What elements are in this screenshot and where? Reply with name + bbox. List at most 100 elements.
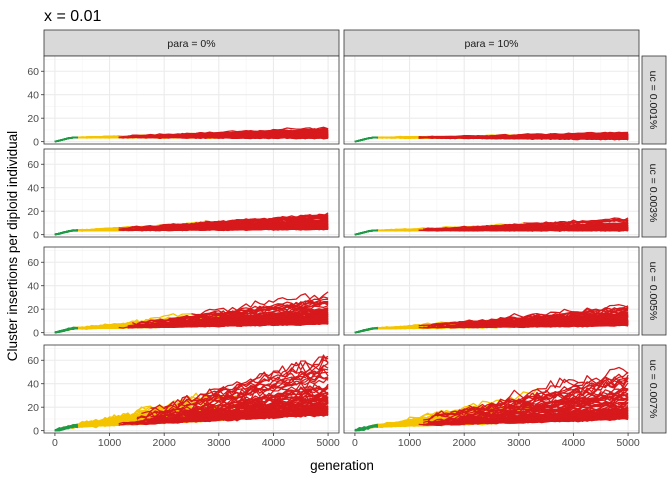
trajectory-line (145, 316, 251, 326)
trajectory-line (54, 137, 74, 143)
trajectory-line (186, 323, 192, 326)
trajectory-line (523, 316, 538, 321)
facet-strip-row (641, 55, 667, 145)
trajectory-group (354, 304, 629, 334)
trajectory-late-group (118, 126, 329, 140)
trajectory-early-group (54, 229, 78, 236)
y-tick-label: 40 (27, 89, 39, 101)
trajectory-line (523, 411, 620, 420)
trajectory-line (68, 416, 142, 429)
trajectory-late-group (418, 304, 629, 329)
x-tick-label: 3000 (507, 437, 531, 449)
facet-panel (43, 246, 340, 336)
trajectory-line (473, 132, 620, 138)
panel-border (43, 246, 340, 336)
trajectory-group (354, 131, 629, 143)
trajectory-line (532, 410, 583, 417)
trajectory-line (227, 321, 251, 325)
y-tick-label: 0 (33, 425, 39, 437)
trajectory-line (182, 136, 260, 139)
trajectory-line (150, 315, 329, 327)
trajectory-line (136, 134, 192, 138)
facet-panel (343, 148, 640, 238)
trajectory-line (354, 327, 378, 334)
trajectory-early-group (354, 229, 378, 236)
trajectory-late-group (418, 366, 629, 426)
trajectory-line (354, 229, 374, 236)
panel-border (43, 55, 340, 145)
facet-strip-row (641, 148, 667, 238)
facet-panel (343, 55, 640, 145)
facet-column-label: para = 0% (167, 38, 215, 50)
x-tick-label: 4000 (262, 437, 286, 449)
facet-panel (43, 344, 340, 434)
trajectory-line (464, 323, 538, 328)
y-tick-label: 40 (27, 280, 39, 292)
panel-border (343, 55, 640, 145)
y-tick-label: 20 (27, 402, 39, 414)
trajectory-line (173, 217, 329, 228)
trajectory-line (168, 222, 233, 228)
trajectory-line (159, 407, 215, 418)
trajectory-line (432, 373, 629, 418)
trajectory-line (164, 355, 329, 409)
trajectory-line (195, 322, 265, 327)
y-tick-label: 0 (33, 229, 39, 241)
panels-layer: para = 0% para = 10% uc = 0.001% uc = 0.003… (43, 29, 667, 434)
trajectory-line (182, 221, 233, 226)
x-tick-label: 3000 (207, 437, 231, 449)
trajectory-line (223, 394, 233, 399)
trajectory-line (445, 418, 465, 423)
trajectory-line (537, 377, 579, 390)
y-tick-label: 20 (27, 304, 39, 316)
panel-border (343, 246, 640, 336)
trajectory-group (54, 291, 329, 334)
trajectory-line (168, 311, 274, 323)
trajectory-line (368, 388, 542, 428)
trajectory-line (209, 356, 329, 391)
facet-row-label: uc = 0.007% (647, 360, 659, 419)
trajectory-line (354, 427, 365, 432)
y-tick-label: 0 (33, 136, 39, 148)
y-tick-label: 40 (27, 182, 39, 194)
trajectory-group (54, 212, 329, 236)
trajectory-line (232, 301, 329, 316)
trajectory-early-group (354, 326, 378, 334)
y-tick-label: 60 (27, 66, 39, 78)
trajectory-early-group (54, 423, 78, 432)
facet-row-label: uc = 0.003% (647, 164, 659, 223)
trajectory-line (205, 412, 329, 422)
trajectory-line (532, 324, 615, 328)
x-tick-label: 0 (352, 437, 358, 449)
x-tick-label: 2000 (453, 437, 477, 449)
facet-row-label: uc = 0.001% (647, 71, 659, 130)
panel-border (43, 344, 340, 434)
trajectory-group (354, 217, 629, 236)
y-tick-label: 40 (27, 378, 39, 390)
trajectory-line (509, 407, 629, 420)
trajectory-line (523, 224, 629, 229)
panel-border (343, 148, 640, 238)
trajectory-line (213, 394, 329, 415)
trajectory-line (455, 228, 538, 232)
facet-panel (343, 344, 640, 434)
y-tick-label: 20 (27, 206, 39, 218)
trajectory-line (218, 298, 329, 317)
trajectory-line (168, 323, 247, 328)
trajectory-line (150, 129, 288, 137)
trajectory-line (145, 317, 329, 328)
x-tick-label: 5000 (616, 437, 640, 449)
y-tick-label: 60 (27, 355, 39, 367)
facet-panel (343, 246, 640, 336)
trajectory-line (354, 137, 369, 143)
trajectory-line (236, 377, 329, 401)
trajectory-line (141, 216, 329, 229)
trajectory-line (177, 354, 329, 406)
trajectory-line (218, 395, 238, 401)
trajectory-line (54, 424, 74, 432)
panel-border (343, 344, 640, 434)
trajectory-early-group (54, 136, 78, 143)
y-tick-label: 60 (27, 257, 39, 269)
facet-row-label: uc = 0.005% (647, 262, 659, 321)
